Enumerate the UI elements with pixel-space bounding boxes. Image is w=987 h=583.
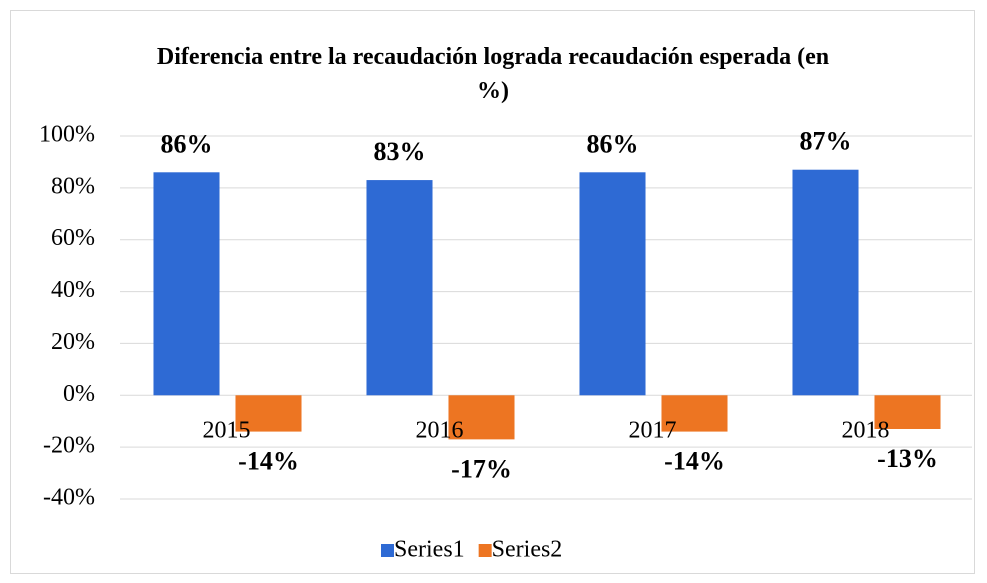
value-label: -17% [451, 454, 512, 483]
bar [153, 172, 220, 396]
legend-swatch [381, 544, 394, 557]
legend-swatch [478, 544, 492, 557]
bar [235, 395, 302, 432]
value-label: 87% [800, 127, 852, 156]
y-tick-label: 0% [63, 381, 95, 407]
x-tick-label: 2015 [203, 418, 251, 444]
x-tick-label: 2016 [416, 418, 464, 444]
y-tick-label: -40% [43, 485, 95, 511]
bar [661, 395, 728, 432]
x-tick-label: 2017 [629, 418, 677, 444]
value-label: -13% [877, 444, 938, 473]
y-tick-label: 20% [51, 329, 95, 355]
bar [792, 169, 859, 396]
y-tick-label: 60% [51, 225, 95, 251]
y-tick-label: 40% [51, 277, 95, 303]
value-label: -14% [664, 447, 725, 476]
y-tick-label: -20% [43, 433, 95, 459]
bar [874, 395, 941, 429]
x-tick-label: 2018 [842, 418, 890, 444]
bar [448, 395, 515, 440]
bar [366, 180, 433, 396]
chart-title: Diferencia entre la recaudación lograda … [156, 44, 830, 104]
y-tick-label: 80% [51, 173, 95, 199]
y-tick-label: 100% [39, 122, 95, 148]
value-label: 86% [587, 129, 639, 158]
value-label: 86% [161, 129, 213, 158]
value-label: -14% [238, 447, 299, 476]
value-label: 83% [374, 137, 426, 166]
legend-label: Series2 [492, 537, 563, 563]
legend-label: Series1 [394, 537, 465, 563]
bar [579, 172, 646, 396]
